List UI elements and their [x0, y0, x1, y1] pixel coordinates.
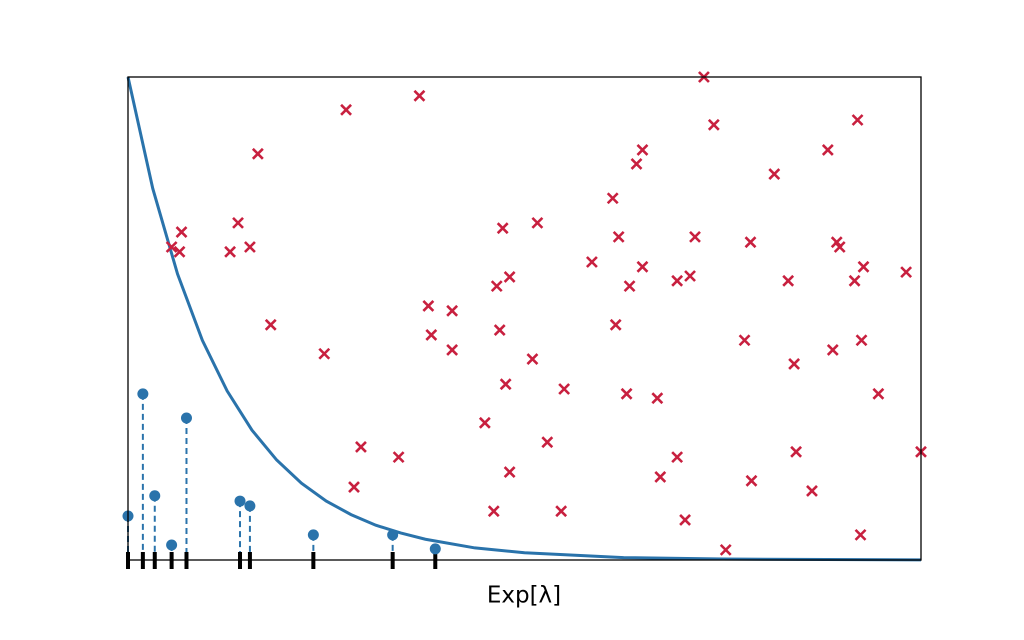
- rejected-point: [679, 513, 692, 526]
- rejected-point: [340, 103, 352, 116]
- rejected-point: [671, 274, 684, 287]
- accepted-point: [166, 539, 178, 551]
- rejected-point: [503, 271, 516, 283]
- rejected-point: [487, 505, 500, 518]
- rejected-point: [651, 392, 664, 405]
- rejected-point: [526, 353, 539, 365]
- rejected-point: [612, 230, 625, 243]
- accepted-point: [244, 500, 256, 512]
- rejected-point: [585, 256, 598, 268]
- rejected-point: [558, 383, 571, 395]
- rejected-point: [788, 357, 801, 370]
- rejected-point: [821, 144, 834, 156]
- rejected-point: [719, 543, 732, 556]
- rejected-point: [318, 347, 331, 360]
- rejected-point: [496, 222, 509, 235]
- rejected-point: [671, 451, 684, 464]
- rejected-point: [745, 474, 758, 487]
- rejected-point: [609, 318, 622, 331]
- rejected-point: [175, 226, 188, 238]
- density-curve: [126, 76, 922, 562]
- rejected-point: [689, 230, 701, 243]
- rejected-point: [636, 144, 649, 156]
- rejected-point: [620, 387, 633, 400]
- rejected-point: [422, 300, 435, 312]
- rejected-point: [541, 436, 554, 449]
- rejected-point: [833, 241, 846, 253]
- rejected-point: [854, 528, 867, 541]
- rejected-point: [630, 158, 643, 170]
- rejected-point: [232, 216, 244, 229]
- rejected-point: [790, 445, 803, 458]
- accepted-point: [149, 490, 161, 502]
- rejected-point: [900, 266, 913, 279]
- plot-frame: [127, 76, 922, 561]
- rejected-point: [165, 241, 178, 253]
- rejected-point: [224, 245, 237, 258]
- rejected-point: [348, 481, 360, 493]
- rejected-point: [392, 451, 405, 464]
- rejected-point: [738, 334, 751, 347]
- rejected-point: [503, 466, 516, 479]
- rejected-point: [446, 304, 459, 317]
- accepted-point: [307, 529, 319, 541]
- rejected-point: [264, 318, 277, 331]
- rejected-point: [425, 329, 438, 341]
- rejected-point: [806, 485, 818, 497]
- rejected-point: [446, 343, 459, 356]
- rejected-point: [855, 334, 868, 347]
- rejected-point: [826, 343, 839, 356]
- rejected-point: [654, 471, 667, 483]
- rejected-point: [478, 416, 491, 429]
- rejected-point: [707, 118, 720, 131]
- x-axis-label: Exp[λ]: [487, 583, 561, 609]
- rejected-point: [636, 260, 649, 273]
- rejected-point: [684, 270, 696, 282]
- rejected-point: [606, 192, 619, 205]
- rejected-point: [744, 236, 757, 249]
- accepted-point: [429, 543, 441, 555]
- rejected-point: [851, 114, 864, 126]
- rejected-point: [872, 387, 885, 400]
- rejected-point: [782, 274, 795, 287]
- accepted-point: [234, 495, 246, 507]
- rejected-point: [555, 505, 568, 518]
- accepted-point: [387, 529, 399, 541]
- rejected-point: [173, 245, 186, 258]
- rejected-point: [493, 324, 506, 337]
- accepted-point: [180, 412, 192, 424]
- accepted-point: [137, 388, 149, 400]
- rejected-point: [490, 280, 503, 293]
- rejected-point: [531, 216, 544, 229]
- rejected-point: [857, 260, 870, 273]
- rejected-point: [499, 378, 512, 391]
- rejected-point: [768, 168, 781, 181]
- rejected-point: [848, 274, 861, 287]
- rejected-point: [244, 241, 256, 253]
- rejected-point: [623, 280, 636, 293]
- rejected-point: [251, 147, 264, 160]
- rejected-point: [413, 89, 426, 102]
- rejected-point: [355, 441, 367, 453]
